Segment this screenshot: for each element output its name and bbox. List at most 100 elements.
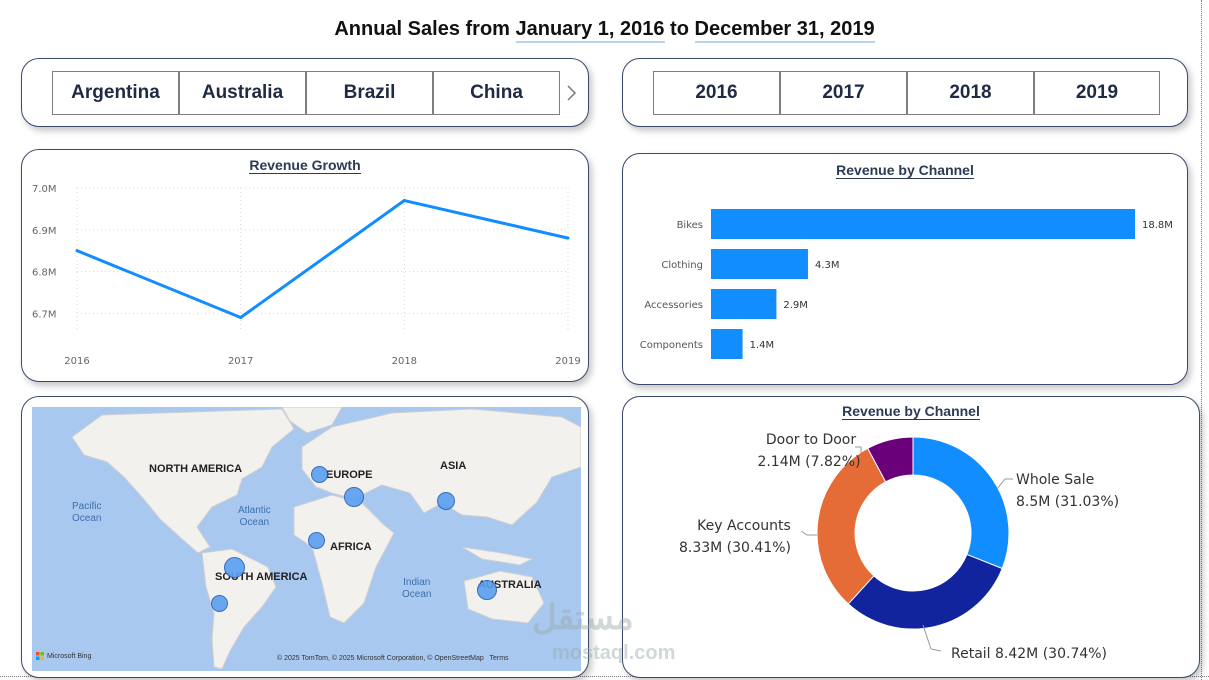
donut-slice bbox=[912, 436, 1010, 570]
bing-logo: Microsoft Bing bbox=[36, 652, 91, 660]
bar-category-label: Accessories bbox=[644, 300, 703, 311]
map-land bbox=[71, 407, 581, 670]
map-bubble[interactable] bbox=[211, 595, 228, 612]
year-label: 2019 bbox=[1075, 82, 1119, 103]
x-tick-label: 2016 bbox=[64, 356, 89, 367]
y-tick-label: 7.0M bbox=[32, 184, 57, 195]
bar-value-label: 4.3M bbox=[815, 260, 840, 271]
line-point bbox=[75, 249, 79, 253]
land-indonesia bbox=[461, 546, 534, 566]
y-tick-label: 6.9M bbox=[32, 226, 57, 237]
x-tick-label: 2018 bbox=[392, 356, 417, 367]
map-label-atlantic-ocean: Atlantic Ocean bbox=[238, 505, 271, 528]
bar-category-label: Bikes bbox=[677, 220, 703, 231]
land-africa bbox=[293, 494, 395, 624]
bing-logo-text: Microsoft Bing bbox=[47, 652, 92, 660]
line-point bbox=[402, 199, 406, 203]
country-label: Argentina bbox=[71, 82, 160, 103]
map-card: NORTH AMERICA EUROPE ASIA AFRICA SOUTH A… bbox=[21, 396, 589, 678]
land-north-america bbox=[71, 408, 295, 554]
title-end-date: December 31, 2019 bbox=[694, 18, 875, 43]
x-tick-label: 2017 bbox=[228, 356, 253, 367]
y-tick-label: 6.7M bbox=[32, 309, 57, 320]
donut-label-whole-name: Whole Sale bbox=[1016, 472, 1094, 488]
revenue-growth-card: Revenue Growth 7.0M 6.9M 6.8M 6.7M 2016 2017 2… bbox=[21, 149, 589, 382]
country-button-china[interactable]: China bbox=[433, 71, 560, 115]
land-eurasia bbox=[301, 408, 581, 526]
country-button-brazil[interactable]: Brazil bbox=[306, 71, 433, 115]
revenue-by-channel-bar-title: Revenue by Channel bbox=[836, 162, 974, 179]
world-map[interactable]: NORTH AMERICA EUROPE ASIA AFRICA SOUTH A… bbox=[32, 407, 581, 671]
microsoft-logo-icon bbox=[36, 652, 44, 660]
title-prefix: Annual Sales from bbox=[334, 18, 516, 40]
year-slicer: 2016 2017 2018 2019 bbox=[622, 58, 1188, 127]
bar-category-label: Components bbox=[640, 340, 703, 351]
year-button-2017[interactable]: 2017 bbox=[780, 71, 907, 115]
bar-value-label: 18.8M bbox=[1142, 220, 1173, 231]
country-label: Australia bbox=[201, 82, 284, 103]
bar-category-label: Clothing bbox=[661, 260, 703, 271]
leader-line bbox=[996, 478, 1013, 490]
revenue-by-channel-bar-chart: Bikes 18.8M Clothing 4.3M Accessories 2.9M Com… bbox=[640, 209, 1173, 359]
revenue-line-series bbox=[76, 199, 569, 319]
donut-slice bbox=[867, 436, 914, 483]
donut-label-door-name: Door to Door bbox=[766, 432, 857, 448]
chevron-right-icon[interactable] bbox=[565, 83, 577, 103]
map-bubble[interactable] bbox=[477, 580, 497, 600]
title-start-date: January 1, 2016 bbox=[515, 18, 665, 43]
donut-label-retail: Retail 8.42M (30.74%) bbox=[951, 646, 1107, 662]
country-label: Brazil bbox=[343, 82, 396, 103]
watermark-arabic: مستقل bbox=[532, 599, 634, 637]
map-label-asia: ASIA bbox=[440, 460, 467, 472]
bar bbox=[711, 249, 808, 279]
bar bbox=[711, 209, 1135, 239]
map-label-pacific-ocean: Pacific Ocean bbox=[72, 501, 102, 524]
year-label: 2017 bbox=[822, 82, 865, 103]
map-bubble[interactable] bbox=[344, 487, 364, 507]
map-bubble[interactable] bbox=[311, 466, 328, 483]
year-button-2016[interactable]: 2016 bbox=[653, 71, 780, 115]
donut-slice bbox=[847, 553, 1003, 630]
page-title: Annual Sales from January 1, 2016 to Dec… bbox=[0, 18, 1209, 43]
line-point bbox=[239, 315, 243, 319]
watermark-latin: mostaql.com bbox=[552, 642, 676, 664]
map-bubble[interactable] bbox=[437, 492, 455, 510]
revenue-by-channel-bar-card: Revenue by Channel Bikes 18.8M Clothing 4.3… bbox=[622, 153, 1188, 385]
bar-value-label: 1.4M bbox=[750, 340, 775, 351]
map-label-europe: EUROPE bbox=[326, 469, 373, 481]
page-border-right bbox=[1201, 0, 1202, 680]
revenue-growth-chart: 7.0M 6.9M 6.8M 6.7M 2016 2017 2018 2019 bbox=[32, 184, 581, 367]
page-border-bottom bbox=[0, 676, 1209, 677]
donut-slice bbox=[816, 447, 887, 605]
map-attribution[interactable]: © 2025 TomTom, © 2025 Microsoft Corporat… bbox=[277, 655, 509, 662]
line-point bbox=[566, 236, 570, 240]
year-label: 2018 bbox=[949, 82, 992, 103]
year-button-2018[interactable]: 2018 bbox=[907, 71, 1034, 115]
map-label-north-america: NORTH AMERICA bbox=[149, 463, 243, 475]
leader-line bbox=[855, 446, 862, 453]
y-tick-label: 6.8M bbox=[32, 268, 57, 279]
bar-value-label: 2.9M bbox=[783, 300, 808, 311]
year-button-2019[interactable]: 2019 bbox=[1034, 71, 1160, 115]
land-south-america bbox=[201, 548, 277, 670]
country-label: China bbox=[470, 82, 523, 103]
x-tick-label: 2019 bbox=[555, 356, 580, 367]
donut-label-key-value: 8.33M (30.41%) bbox=[679, 540, 791, 556]
leader-line bbox=[800, 530, 817, 536]
donut-label-door-value: 2.14M (7.82%) bbox=[757, 454, 860, 470]
revenue-by-channel-donut-card: Revenue by Channel Door to Door 2.14M (7… bbox=[622, 396, 1200, 678]
map-bubble[interactable] bbox=[308, 532, 325, 549]
leader-line bbox=[922, 624, 942, 652]
bar bbox=[711, 329, 743, 359]
title-connector: to bbox=[664, 18, 695, 40]
country-slicer: Argentina Australia Brazil China bbox=[21, 58, 589, 127]
map-bubble[interactable] bbox=[224, 557, 245, 578]
bar bbox=[711, 289, 777, 319]
country-button-australia[interactable]: Australia bbox=[179, 71, 306, 115]
donut-label-whole-value: 8.5M (31.03%) bbox=[1016, 494, 1119, 510]
land-greenland bbox=[281, 407, 343, 434]
map-label-indian-ocean: Indian Ocean bbox=[402, 577, 432, 600]
country-button-argentina[interactable]: Argentina bbox=[52, 71, 179, 115]
map-label-africa: AFRICA bbox=[330, 541, 372, 553]
revenue-by-channel-donut-chart: Door to Door 2.14M (7.82%) Whole Sale 8.… bbox=[679, 432, 1119, 662]
